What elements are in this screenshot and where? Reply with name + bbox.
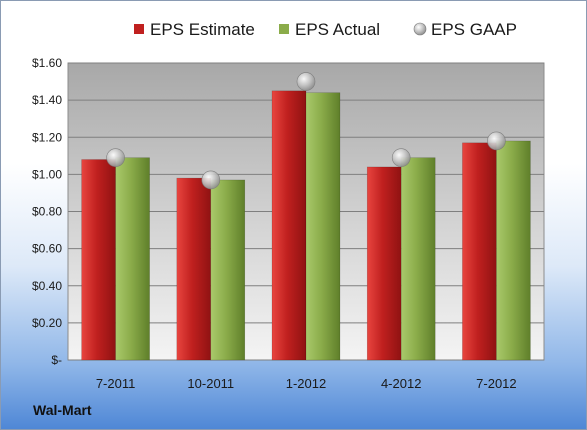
y-tick-label: $1.40	[32, 93, 62, 107]
eps-gaap-marker	[487, 131, 506, 151]
y-tick-label: $0.20	[32, 316, 62, 330]
eps-estimate-bar	[81, 159, 116, 361]
y-tick-label: $1.60	[32, 56, 62, 70]
eps-gaap-marker	[106, 148, 125, 167]
eps-actual-bar	[115, 157, 150, 361]
y-tick-label: $1.20	[32, 130, 62, 144]
eps-actual-bar	[210, 179, 246, 361]
gaap-markers	[106, 72, 506, 190]
x-tick-label: 10-2011	[187, 376, 234, 391]
legend: EPS Estimate EPS Actual EPS GAAP	[134, 20, 517, 39]
y-axis: $- $0.20 $0.40 $0.60 $0.80 $1.00 $1.20 $1.40 $1.…	[32, 56, 62, 367]
x-tick-label: 7-2011	[96, 376, 136, 391]
eps-actual-bar	[496, 140, 531, 361]
legend-label: EPS Estimate	[150, 20, 255, 39]
x-axis: 7-2011 10-2011 1-2012 4-2012 7-2012	[96, 376, 517, 391]
eps-estimate-bar	[462, 142, 497, 361]
y-tick-label: $1.00	[32, 167, 62, 181]
y-tick-label: $0.60	[32, 242, 62, 256]
x-tick-label: 1-2012	[286, 376, 326, 391]
eps-gaap-marker	[201, 170, 221, 190]
x-tick-label: 7-2012	[476, 376, 516, 391]
company-label: Wal-Mart	[33, 402, 92, 418]
y-tick-label: $-	[51, 353, 62, 367]
eps-estimate-bar	[176, 177, 212, 361]
y-tick-label: $0.80	[32, 205, 62, 219]
eps-actual-bar	[400, 157, 436, 361]
eps-estimate-bar	[366, 166, 402, 361]
eps-estimate-bar	[271, 90, 307, 361]
eps-gaap-marker	[296, 72, 316, 91]
y-tick-label: $0.40	[32, 279, 62, 293]
legend-estimate-swatch	[134, 24, 144, 34]
legend-actual-swatch	[279, 24, 289, 34]
eps-actual-bar	[305, 92, 341, 361]
x-tick-label: 4-2012	[381, 376, 421, 391]
legend-label: EPS Actual	[295, 20, 380, 39]
legend-label: EPS GAAP	[431, 20, 517, 39]
legend-gaap-swatch	[413, 22, 427, 36]
bars	[81, 90, 531, 361]
eps-gaap-marker	[391, 148, 411, 167]
